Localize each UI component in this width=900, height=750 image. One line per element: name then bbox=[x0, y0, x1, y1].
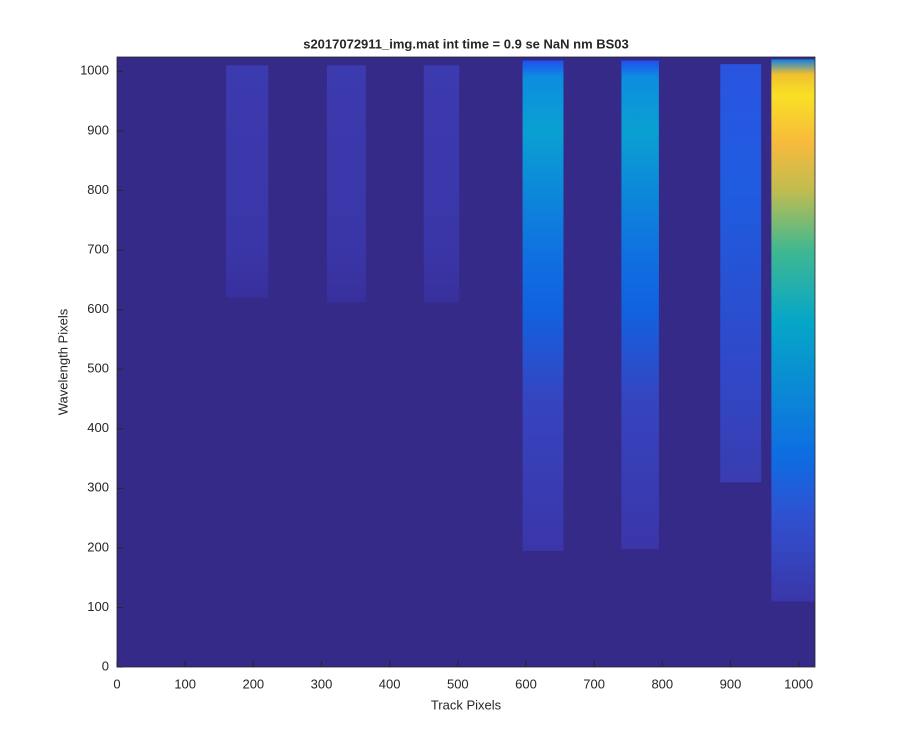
track bbox=[226, 65, 269, 298]
x-tick-label: 400 bbox=[379, 676, 401, 691]
y-tick-label: 500 bbox=[87, 361, 109, 376]
image-background bbox=[117, 57, 815, 667]
x-tick-label: 1000 bbox=[784, 676, 813, 691]
x-tick-label: 600 bbox=[515, 676, 537, 691]
track bbox=[326, 65, 366, 303]
track bbox=[771, 59, 815, 602]
x-tick-label: 900 bbox=[720, 676, 742, 691]
y-tick-label: 100 bbox=[87, 599, 109, 614]
y-tick-label: 0 bbox=[102, 658, 109, 673]
x-tick-label: 0 bbox=[113, 676, 120, 691]
y-tick-label: 1000 bbox=[80, 63, 109, 78]
y-tick-label: 400 bbox=[87, 420, 109, 435]
y-tick-label: 200 bbox=[87, 539, 109, 554]
y-tick-label: 600 bbox=[87, 301, 109, 316]
y-tick-label: 300 bbox=[87, 480, 109, 495]
y-tick-label: 800 bbox=[87, 182, 109, 197]
y-tick-label: 700 bbox=[87, 241, 109, 256]
track bbox=[720, 64, 762, 483]
x-tick-label: 100 bbox=[174, 676, 196, 691]
axes-box bbox=[116, 56, 816, 668]
x-tick-label: 700 bbox=[583, 676, 605, 691]
y-axis-label: Wavelength Pixels bbox=[55, 308, 70, 415]
x-axis-label: Track Pixels bbox=[431, 697, 502, 712]
x-tick-label: 500 bbox=[447, 676, 469, 691]
chart-title: s2017072911_img.mat int time = 0.9 se Na… bbox=[303, 36, 629, 51]
x-tick-label: 800 bbox=[651, 676, 673, 691]
track bbox=[621, 60, 659, 550]
track bbox=[423, 65, 460, 303]
x-tick-label: 200 bbox=[242, 676, 264, 691]
x-tick-label: 300 bbox=[311, 676, 333, 691]
y-tick-label: 900 bbox=[87, 122, 109, 137]
track bbox=[522, 60, 564, 551]
